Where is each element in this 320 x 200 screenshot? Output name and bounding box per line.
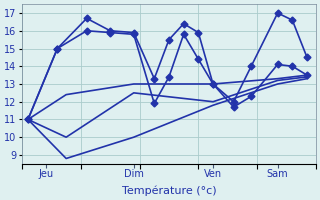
X-axis label: Température (°c): Température (°c) bbox=[122, 185, 216, 196]
